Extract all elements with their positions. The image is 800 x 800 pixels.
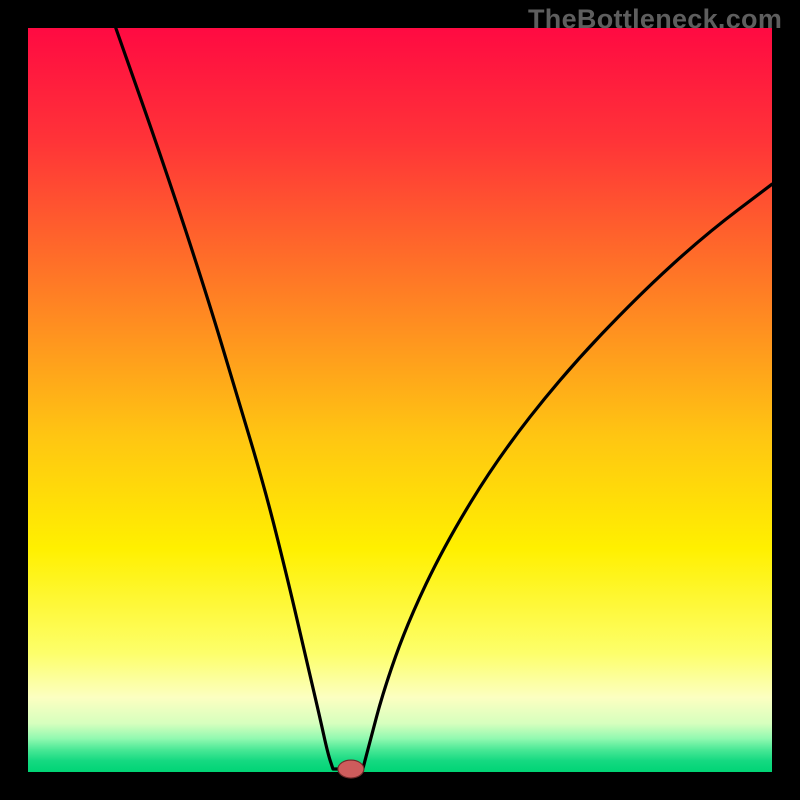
plot-area-gradient [28,28,772,772]
optimum-marker [338,760,364,778]
watermark-text: TheBottleneck.com [528,4,782,35]
